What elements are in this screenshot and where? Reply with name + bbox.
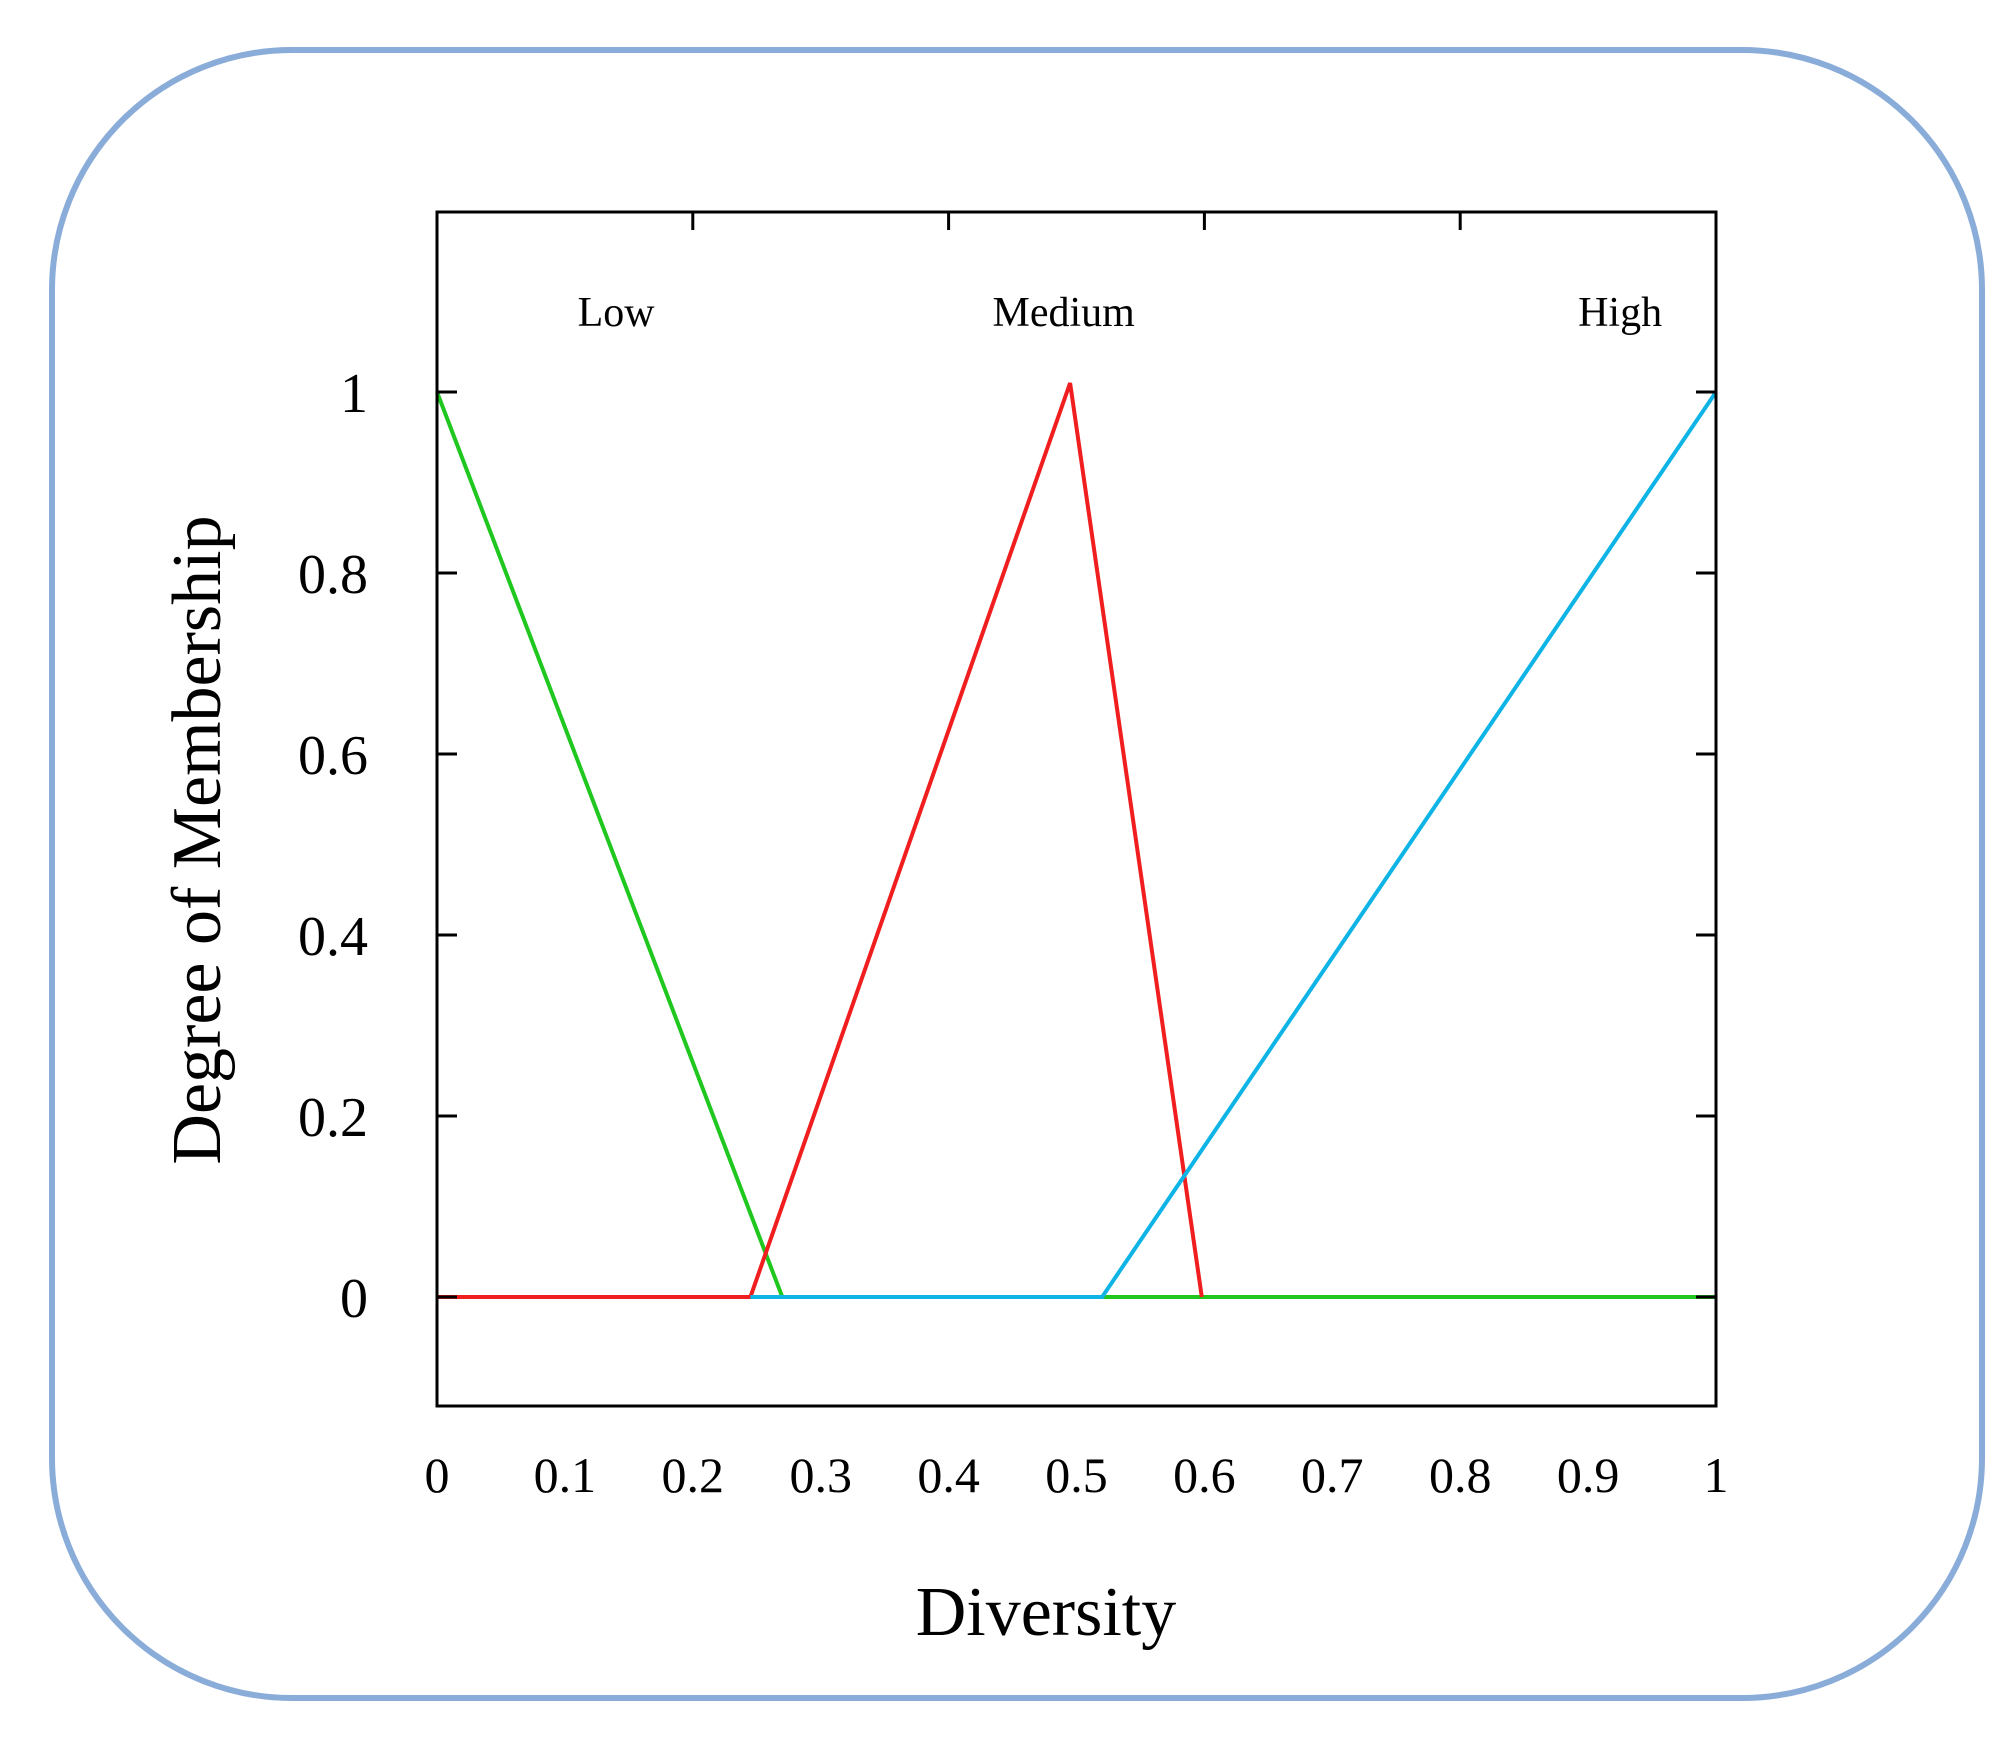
curve-label-high: High (1578, 290, 1662, 336)
x-tick-label: 0.9 (1557, 1447, 1620, 1503)
y-tick-label: 0.2 (298, 1087, 368, 1149)
x-tick-label: 0.7 (1301, 1447, 1364, 1503)
x-tick-label: 0.4 (917, 1447, 980, 1503)
x-tick-label: 0.5 (1045, 1447, 1108, 1503)
tick-layer: 0 0.1 0.2 0.3 0.4 0.5 0.6 0.7 0.8 0.9 1 0 0.2 0.4 0.6 0… (298, 212, 1729, 1503)
y-tick-label: 0.6 (298, 725, 368, 787)
curve-label-medium: Medium (993, 290, 1136, 336)
curve-label-low: Low (578, 290, 656, 336)
series-line-medium (437, 382, 1204, 1299)
y-axis-title: Degree of Membership (159, 515, 236, 1164)
x-axis-title: Diversity (916, 1574, 1177, 1651)
plot-area-border (435, 210, 1718, 1408)
rounded-border (49, 47, 1985, 1701)
y-tick-label: 0.8 (298, 544, 368, 606)
x-tick-label: 0.8 (1429, 1447, 1492, 1503)
x-tick-label: 0.2 (662, 1447, 725, 1503)
x-tick-label: 0.6 (1173, 1447, 1236, 1503)
x-tick-label: 0 (425, 1447, 450, 1503)
x-tick-label: 0.1 (534, 1447, 597, 1503)
series-layer: Low Medium High (435, 290, 1718, 1299)
x-tick-label: 1 (1704, 1447, 1729, 1503)
y-tick-label: 0.4 (298, 906, 368, 968)
y-tick-label: 0 (340, 1268, 368, 1330)
y-tick-label: 1 (340, 363, 368, 425)
series-line-high (750, 390, 1718, 1299)
x-tick-label: 0.3 (789, 1447, 852, 1503)
